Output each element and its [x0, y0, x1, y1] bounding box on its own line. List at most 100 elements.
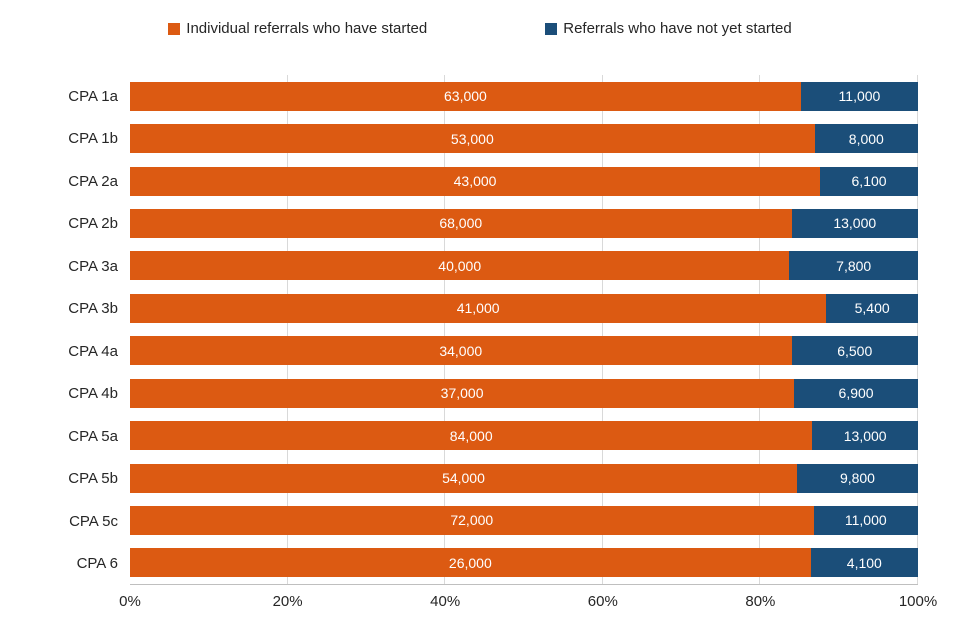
bar-segment: 13,000	[812, 421, 918, 451]
data-label: 13,000	[843, 427, 887, 444]
data-label: 54,000	[442, 470, 485, 486]
data-label: 26,000	[448, 554, 492, 571]
bar-track: 26,000 4,100	[130, 548, 918, 578]
bar-track: 40,000 7,800	[130, 251, 918, 281]
bar-track: 37,000 6,900	[130, 378, 918, 408]
bar-row: 43,000 6,100	[130, 160, 918, 202]
bar-segment: 72,000	[130, 505, 814, 535]
bar-segment: 53,000	[130, 124, 815, 154]
data-label: 9,800	[839, 470, 875, 486]
bar-track: 72,000 11,000	[130, 505, 918, 535]
category-label: CPA 5c	[69, 512, 118, 530]
category-label: CPA 6	[76, 555, 118, 573]
x-axis: 0% 20% 40% 60% 80% 100%	[119, 593, 937, 615]
category-label: CPA 1a	[68, 87, 118, 105]
category-label: CPA 4b	[68, 385, 118, 403]
data-label: 63,000	[444, 88, 487, 105]
bar-track: 63,000 11,000	[130, 81, 918, 111]
data-label: 68,000	[439, 215, 483, 232]
bar-row: 41,000 5,400	[130, 287, 918, 329]
bar-segment: 6,100	[820, 166, 918, 196]
bar-segment: 41,000	[130, 293, 827, 323]
bar-segment: 13,000	[791, 208, 918, 238]
bar-row: 63,000 11,000	[130, 75, 918, 117]
bar-segment: 68,000	[130, 208, 792, 238]
bar-segment: 9,800	[796, 463, 918, 493]
data-label: 72,000	[450, 512, 494, 529]
bar-track: 54,000 9,800	[130, 463, 918, 493]
x-tick-label: 0%	[119, 593, 141, 610]
gridline	[286, 75, 288, 584]
bar-segment: 43,000	[130, 166, 821, 196]
bar-segment: 7,800	[789, 251, 918, 281]
bar-segment: 63,000	[130, 81, 801, 111]
legend-item: Referrals who have not yet started	[545, 20, 792, 37]
bar-segment: 26,000	[130, 548, 811, 578]
data-label: 11,000	[844, 512, 887, 529]
data-label: 34,000	[439, 342, 483, 359]
data-label: 53,000	[450, 130, 494, 147]
chart-legend: Individual referrals who have started Ref…	[0, 20, 960, 37]
data-label: 5,400	[854, 300, 890, 317]
legend-label: Individual referrals who have started	[186, 20, 428, 37]
bar-row: 40,000 7,800	[130, 245, 918, 287]
bar-row: 68,000 13,000	[130, 202, 918, 244]
bar-track: 84,000 13,000	[130, 421, 918, 451]
gridline	[444, 75, 446, 584]
bar-row: 34,000 6,500	[130, 330, 918, 372]
bar-segment: 40,000	[130, 251, 790, 281]
x-tick-label: 100%	[898, 593, 938, 610]
bar-track: 68,000 13,000	[130, 208, 918, 238]
data-label: 6,100	[851, 173, 887, 190]
data-label: 40,000	[438, 257, 482, 274]
bar-row: 54,000 9,800	[130, 457, 918, 499]
data-label: 6,500	[837, 342, 873, 359]
bar-rows: 63,000 11,000 53,000 8,000 43,000 6,100 68,000…	[130, 75, 918, 584]
category-label: CPA 5a	[68, 427, 118, 445]
bar-row: 26,000 4,100	[130, 542, 918, 584]
bar-row: 37,000 6,900	[130, 372, 918, 414]
x-tick-label: 80%	[745, 593, 776, 610]
data-label: 84,000	[449, 427, 493, 444]
bar-track: 41,000 5,400	[130, 293, 918, 323]
bar-segment: 6,500	[791, 336, 918, 366]
category-label: CPA 5b	[68, 470, 118, 488]
bar-segment: 4,100	[810, 548, 918, 578]
x-tick-label: 20%	[272, 593, 303, 610]
data-label: 37,000	[440, 385, 484, 402]
category-label: CPA 2a	[68, 172, 118, 190]
bar-row: 84,000 13,000	[130, 414, 918, 456]
bar-segment: 84,000	[130, 421, 813, 451]
bar-segment: 8,000	[814, 124, 918, 154]
legend-swatch-icon	[545, 22, 558, 35]
plot-area: 63,000 11,000 53,000 8,000 43,000 6,100 68,000…	[130, 75, 918, 585]
gridline	[917, 75, 918, 584]
data-label: 11,000	[838, 88, 881, 105]
bar-row: 72,000 11,000	[130, 499, 918, 541]
x-tick-label: 40%	[430, 593, 461, 610]
bar-track: 53,000 8,000	[130, 124, 918, 154]
bar-segment: 54,000	[130, 463, 797, 493]
x-tick-label: 60%	[587, 593, 618, 610]
data-label: 6,900	[838, 385, 874, 402]
category-label: CPA 1b	[68, 130, 118, 148]
data-label: 7,800	[836, 257, 872, 274]
gridline	[759, 75, 761, 584]
bar-segment: 11,000	[813, 505, 918, 535]
bar-segment: 6,900	[794, 378, 918, 408]
gridline	[601, 75, 603, 584]
bar-segment: 37,000	[130, 378, 795, 408]
bar-segment: 5,400	[826, 293, 918, 323]
bar-row: 53,000 8,000	[130, 117, 918, 159]
legend-swatch-icon	[168, 22, 181, 35]
bar-track: 34,000 6,500	[130, 336, 918, 366]
legend-label: Referrals who have not yet started	[563, 20, 792, 37]
bar-segment: 11,000	[800, 81, 918, 111]
category-axis: CPA 1a CPA 1b CPA 2a CPA 2b CPA 3a CPA 3b CPA …	[0, 75, 118, 585]
category-label: CPA 4a	[68, 342, 118, 360]
data-label: 8,000	[848, 130, 884, 147]
data-label: 4,100	[846, 554, 882, 571]
category-label: CPA 3a	[68, 257, 118, 275]
legend-item: Individual referrals who have started	[168, 20, 427, 37]
category-label: CPA 2b	[68, 215, 118, 233]
